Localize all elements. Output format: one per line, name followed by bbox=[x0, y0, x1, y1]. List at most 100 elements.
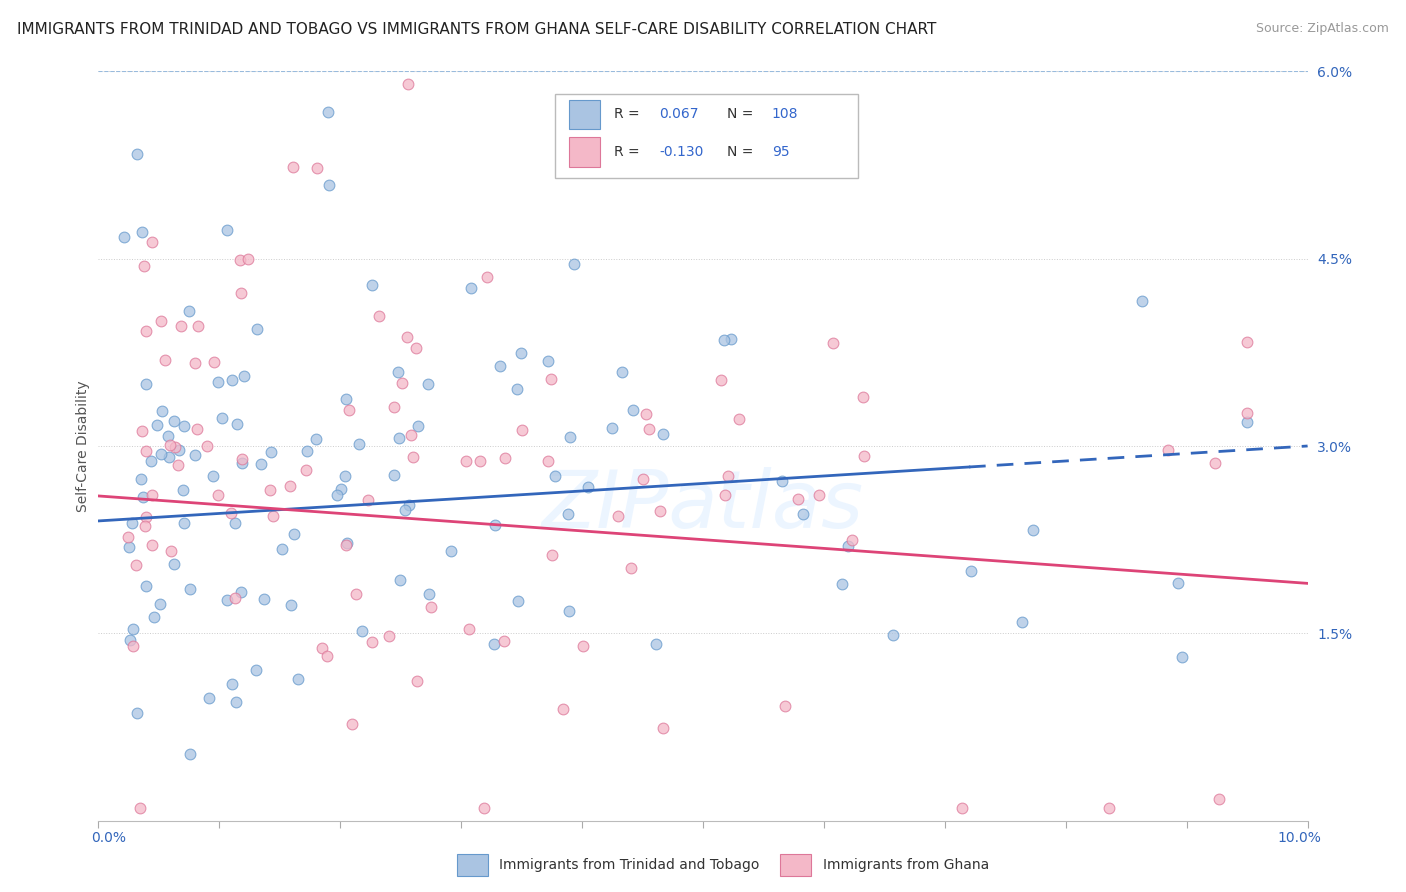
Point bbox=[1156, 443, 1178, 458]
Point bbox=[787, 491, 810, 506]
Point bbox=[233, 368, 256, 383]
Point bbox=[651, 721, 673, 735]
Point bbox=[238, 252, 260, 267]
Point bbox=[283, 160, 305, 174]
Point bbox=[195, 439, 218, 453]
Text: R =: R = bbox=[614, 145, 644, 159]
Point bbox=[506, 382, 529, 396]
Point bbox=[651, 426, 673, 441]
Point bbox=[540, 371, 562, 385]
Point bbox=[396, 77, 419, 91]
Point bbox=[482, 637, 505, 651]
Point bbox=[246, 322, 269, 336]
Point bbox=[229, 286, 252, 301]
Point bbox=[125, 706, 148, 721]
Point bbox=[792, 507, 814, 521]
Point bbox=[1170, 650, 1192, 665]
Point bbox=[727, 412, 749, 426]
Point bbox=[645, 637, 668, 651]
Point bbox=[283, 527, 305, 541]
Point bbox=[337, 403, 360, 417]
Point bbox=[121, 516, 143, 531]
Point bbox=[141, 235, 163, 250]
Point bbox=[135, 324, 157, 338]
Point bbox=[419, 600, 441, 615]
Point bbox=[389, 573, 412, 587]
Point bbox=[179, 747, 201, 761]
Point bbox=[173, 516, 195, 530]
Text: 10.0%: 10.0% bbox=[1278, 831, 1322, 846]
Point bbox=[167, 458, 190, 472]
Point bbox=[183, 356, 205, 370]
Point bbox=[249, 457, 271, 471]
Point bbox=[295, 444, 318, 458]
Point bbox=[198, 691, 221, 706]
Point bbox=[1236, 415, 1258, 429]
Point bbox=[720, 332, 742, 346]
Point bbox=[344, 587, 367, 601]
Point bbox=[157, 429, 180, 443]
Point bbox=[394, 502, 416, 516]
Point bbox=[821, 336, 844, 351]
Point bbox=[537, 353, 560, 368]
Point bbox=[852, 449, 875, 463]
Point bbox=[335, 392, 357, 407]
Y-axis label: Self-Care Disability: Self-Care Disability bbox=[76, 380, 90, 512]
Point bbox=[1236, 406, 1258, 420]
Point bbox=[1098, 801, 1121, 815]
Point bbox=[360, 277, 382, 292]
Point bbox=[484, 518, 506, 533]
Point bbox=[278, 479, 301, 493]
Point bbox=[131, 225, 153, 239]
Point bbox=[882, 628, 904, 642]
Point bbox=[122, 622, 145, 636]
Point bbox=[551, 702, 574, 716]
Point bbox=[558, 430, 581, 444]
Point bbox=[357, 492, 380, 507]
Point bbox=[631, 472, 654, 486]
Point bbox=[959, 564, 981, 578]
Point bbox=[316, 648, 339, 663]
Point bbox=[541, 548, 564, 562]
Point bbox=[287, 673, 309, 687]
Point bbox=[602, 421, 624, 435]
Point bbox=[186, 422, 208, 436]
Point bbox=[142, 609, 165, 624]
Point bbox=[271, 541, 294, 556]
Point bbox=[125, 558, 148, 572]
Point bbox=[650, 503, 672, 517]
Point bbox=[160, 544, 183, 558]
Point bbox=[456, 454, 478, 468]
Point bbox=[544, 469, 567, 483]
Point bbox=[557, 507, 579, 521]
Point bbox=[418, 377, 440, 392]
Point bbox=[1011, 615, 1033, 630]
Point bbox=[336, 536, 359, 550]
Point bbox=[215, 592, 238, 607]
Point bbox=[131, 424, 153, 438]
Point bbox=[135, 578, 157, 592]
Point bbox=[572, 639, 595, 653]
Point bbox=[129, 801, 152, 815]
Point bbox=[506, 594, 529, 608]
Point bbox=[134, 519, 156, 533]
Point bbox=[132, 259, 155, 273]
Point bbox=[318, 105, 340, 120]
Point bbox=[360, 634, 382, 648]
Point bbox=[852, 390, 875, 404]
Point bbox=[262, 509, 284, 524]
Point bbox=[231, 451, 253, 466]
Point bbox=[509, 346, 531, 360]
Point bbox=[253, 592, 276, 607]
Point bbox=[402, 450, 425, 465]
Point bbox=[472, 801, 495, 815]
Point bbox=[211, 410, 233, 425]
Point bbox=[717, 468, 740, 483]
Point bbox=[387, 431, 409, 445]
Point bbox=[150, 446, 173, 460]
Point bbox=[557, 604, 579, 618]
Point bbox=[139, 453, 162, 467]
Point bbox=[492, 634, 515, 648]
Text: IMMIGRANTS FROM TRINIDAD AND TOBAGO VS IMMIGRANTS FROM GHANA SELF-CARE DISABILIT: IMMIGRANTS FROM TRINIDAD AND TOBAGO VS I… bbox=[17, 22, 936, 37]
Text: 95: 95 bbox=[772, 145, 790, 159]
